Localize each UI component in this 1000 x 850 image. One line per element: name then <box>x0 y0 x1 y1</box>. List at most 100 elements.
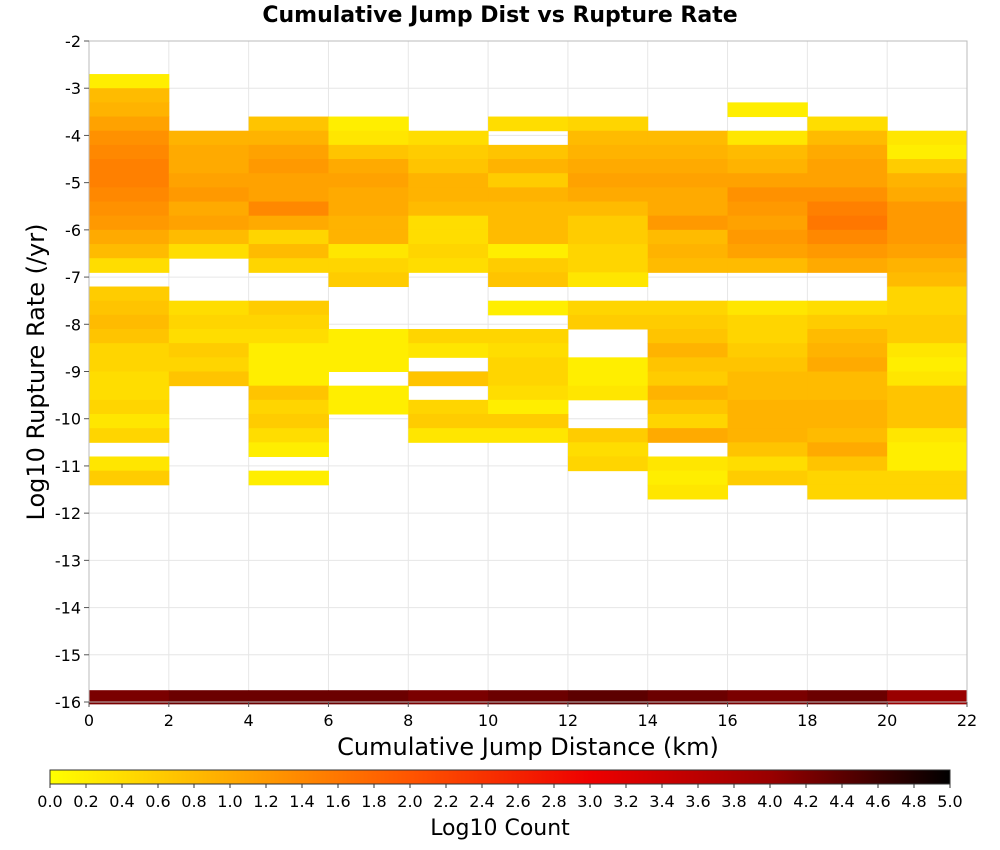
heatmap-cell <box>727 102 808 118</box>
heatmap-cell <box>807 130 888 146</box>
heatmap-cell <box>248 385 329 401</box>
heatmap-cell <box>248 130 329 146</box>
heatmap-cell <box>408 159 489 174</box>
heatmap-cell <box>727 442 808 457</box>
heatmap-cell <box>567 215 649 231</box>
heatmap-cell <box>408 144 489 160</box>
heatmap-cell <box>647 371 729 387</box>
heatmap-cell <box>488 300 569 316</box>
heatmap-cell <box>89 329 170 344</box>
heatmap-cell <box>807 159 888 174</box>
heatmap-cell <box>89 229 170 245</box>
heatmap-cell <box>727 413 808 429</box>
heatmap-cell <box>408 258 489 273</box>
colorbar-tick-label: 0.2 <box>73 792 98 811</box>
colorbar-tick-label: 3.6 <box>685 792 710 811</box>
heatmap-cell <box>727 201 808 217</box>
heatmap-cell <box>727 456 808 472</box>
colorbar-tick-label: 0.4 <box>109 792 134 811</box>
heatmap-cell-bottom <box>807 690 888 705</box>
heatmap-cell <box>408 229 489 245</box>
heatmap-cell <box>89 258 170 273</box>
heatmap-cell <box>887 343 968 358</box>
heatmap-cell-bottom <box>727 690 808 705</box>
heatmap-cell <box>488 159 569 174</box>
heatmap-cell <box>807 258 888 273</box>
heatmap-cell <box>328 272 409 288</box>
colorbar-tick-label: 3.2 <box>613 792 638 811</box>
heatmap-cell <box>727 215 808 231</box>
heatmap-cell <box>647 215 729 231</box>
heatmap-cell <box>807 399 888 415</box>
heatmap-cell <box>567 300 649 316</box>
y-tick-label: -12 <box>55 504 81 523</box>
heatmap-cell <box>328 116 409 132</box>
heatmap-cell <box>887 484 968 500</box>
heatmap-cell <box>89 244 170 259</box>
heatmap-cell <box>887 300 968 316</box>
heatmap-cell <box>887 329 968 344</box>
heatmap-cell <box>887 159 968 174</box>
heatmap-cell <box>248 116 329 132</box>
heatmap-cell <box>248 314 329 330</box>
x-tick-label: 10 <box>478 711 498 730</box>
heatmap-cell <box>248 229 329 245</box>
colorbar-tick-label: 2.0 <box>397 792 422 811</box>
colorbar-tick-label: 0.0 <box>37 792 62 811</box>
x-tick-label: 18 <box>797 711 817 730</box>
heatmap-cell <box>89 286 170 302</box>
colorbar-tick-label: 1.4 <box>289 792 314 811</box>
heatmap-cell <box>488 187 569 203</box>
heatmap-cell <box>89 428 170 443</box>
y-tick-label: -8 <box>65 315 81 334</box>
colorbar-tick-label: 1.8 <box>361 792 386 811</box>
heatmap-cell <box>887 272 968 288</box>
heatmap-cell <box>168 215 250 231</box>
heatmap-cell-bottom <box>328 690 409 705</box>
heatmap-cell <box>408 413 489 429</box>
heatmap-cell <box>887 442 968 457</box>
heatmap-cell <box>248 258 329 273</box>
heatmap-cell <box>807 456 888 472</box>
heatmap-cell-bottom <box>168 690 250 705</box>
heatmap-cell <box>248 413 329 429</box>
heatmap-cell <box>89 399 170 415</box>
y-tick-label: -6 <box>65 221 81 240</box>
x-tick-label: 6 <box>323 711 333 730</box>
heatmap-cell <box>328 187 409 203</box>
x-tick-label: 2 <box>164 711 174 730</box>
heatmap-cell <box>89 357 170 372</box>
heatmap-cell <box>328 173 409 188</box>
heatmap-cell <box>488 215 569 231</box>
x-tick-label: 20 <box>877 711 897 730</box>
heatmap-cell <box>328 357 409 372</box>
heatmap-cell <box>647 229 729 245</box>
heatmap-cell <box>647 470 729 486</box>
y-tick-label: -9 <box>65 363 81 382</box>
heatmap-cell <box>727 329 808 344</box>
colorbar-tick-label: 4.6 <box>865 792 890 811</box>
heatmap-cell <box>567 357 649 372</box>
colorbar-ticks: 0.0 0.2 0.4 0.6 0.8 1.0 1.2 1.4 1.6 1.8 2.0 2.2 2.4 2… <box>37 784 963 811</box>
heatmap-cell <box>567 144 649 160</box>
heatmap-cell <box>168 343 250 358</box>
colorbar-tick-label: 5.0 <box>937 792 962 811</box>
heatmap-cell <box>89 159 170 174</box>
heatmap-cell <box>567 229 649 245</box>
heatmap-cell <box>248 442 329 457</box>
heatmap-cell <box>807 116 888 132</box>
heatmap-cell <box>887 244 968 259</box>
heatmap-cell <box>807 343 888 358</box>
y-tick-label: -3 <box>65 79 81 98</box>
heatmap-cell <box>887 215 968 231</box>
heatmap-cell <box>408 399 489 415</box>
heatmap-cell <box>807 300 888 316</box>
heatmap-cell <box>727 130 808 146</box>
heatmap-cell <box>807 484 888 500</box>
heatmap-cell <box>647 399 729 415</box>
y-tick-label: -13 <box>55 551 81 570</box>
heatmap-cell <box>807 187 888 203</box>
heatmap-cell <box>887 286 968 302</box>
heatmap-cell <box>89 102 170 118</box>
